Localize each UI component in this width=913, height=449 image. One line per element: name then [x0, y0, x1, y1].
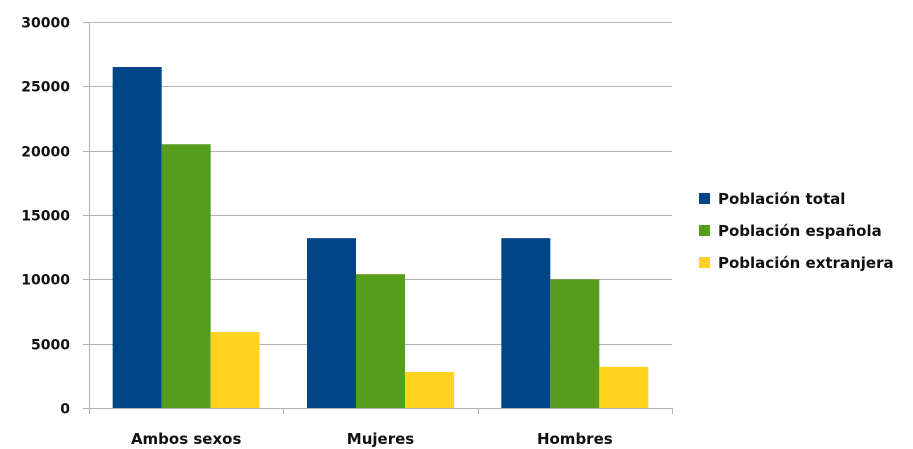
y-tick-label: 5000	[31, 338, 70, 354]
category-label: Hombres	[537, 430, 613, 448]
axes	[83, 22, 673, 414]
y-tick-label: 20000	[21, 145, 70, 161]
bar-3-2	[405, 371, 454, 408]
legend-label: Población española	[718, 222, 882, 240]
category-label: Ambos sexos	[131, 430, 242, 448]
bar-2-2	[356, 274, 405, 408]
bar-2-1	[161, 144, 211, 408]
legend: Población total Población española Poblaci…	[699, 190, 894, 272]
y-tick-label: 25000	[21, 80, 70, 96]
y-tick-label: 15000	[21, 209, 70, 225]
bar-3-3	[599, 366, 649, 408]
legend-swatch	[699, 193, 710, 204]
bar-1-1	[112, 67, 162, 409]
category-label: Mujeres	[347, 430, 414, 448]
legend-label: Población total	[718, 190, 845, 208]
legend-swatch	[699, 257, 710, 268]
bar-1-2	[307, 238, 356, 408]
y-tick-label: 30000	[21, 16, 70, 32]
bar-1-3	[501, 238, 551, 408]
category-labels: Ambos sexos Mujeres Hombres	[131, 430, 613, 448]
y-tick-labels: 0 5000 10000 15000 20000 25000 30000	[21, 16, 70, 418]
bar-2-3	[550, 279, 600, 408]
legend-swatch	[699, 225, 710, 236]
bars	[112, 67, 649, 409]
legend-label: Población extranjera	[718, 254, 894, 272]
bar-3-1	[210, 332, 260, 408]
y-tick-label: 0	[60, 402, 70, 418]
y-tick-label: 10000	[21, 273, 70, 289]
